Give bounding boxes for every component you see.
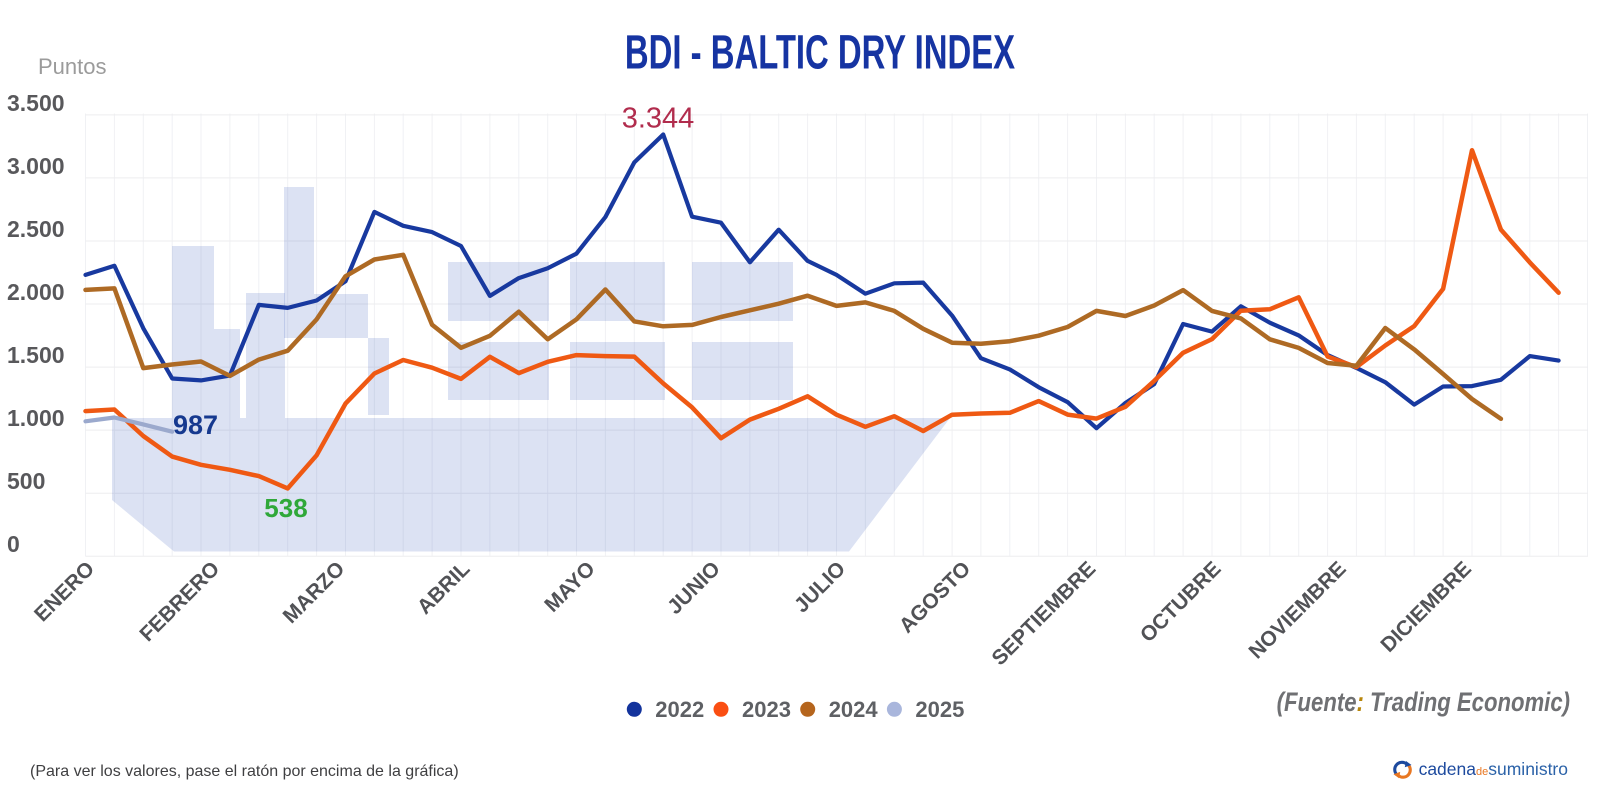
svg-text:3.344: 3.344 bbox=[622, 103, 695, 135]
svg-text:500: 500 bbox=[7, 468, 45, 494]
svg-text:538: 538 bbox=[264, 493, 307, 523]
svg-text:Puntos: Puntos bbox=[38, 54, 107, 79]
svg-text:1.000: 1.000 bbox=[7, 405, 65, 431]
svg-text:2023: 2023 bbox=[742, 697, 791, 722]
svg-text:1.500: 1.500 bbox=[7, 342, 65, 368]
svg-text:2024: 2024 bbox=[829, 697, 879, 722]
svg-text:BDI - BALTIC DRY INDEX: BDI - BALTIC DRY INDEX bbox=[625, 25, 1016, 79]
svg-text:3.000: 3.000 bbox=[7, 153, 65, 179]
svg-text:(Fuente: Trading Economic): (Fuente: Trading Economic) bbox=[1277, 688, 1570, 718]
svg-text:2.000: 2.000 bbox=[7, 279, 65, 305]
svg-text:2.500: 2.500 bbox=[7, 216, 65, 242]
svg-text:(Para ver los valores, pase el: (Para ver los valores, pase el ratón por… bbox=[30, 763, 459, 780]
svg-text:987: 987 bbox=[173, 410, 218, 440]
svg-text:0: 0 bbox=[7, 531, 20, 557]
svg-text:3.500: 3.500 bbox=[7, 90, 65, 116]
svg-text:2022: 2022 bbox=[655, 697, 704, 722]
svg-text:2025: 2025 bbox=[915, 697, 964, 722]
svg-text:cadenadesuministro: cadenadesuministro bbox=[1419, 759, 1568, 779]
